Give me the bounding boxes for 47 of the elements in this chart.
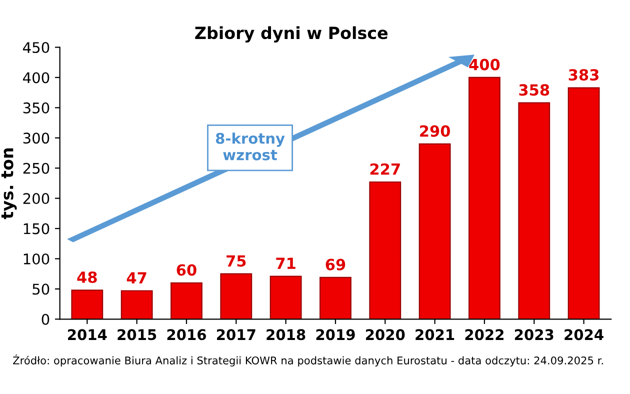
annotation: 8-krotny wzrost	[216, 132, 285, 160]
data-label: 290	[420, 125, 450, 137]
bar	[71, 290, 104, 320]
data-label: 69	[326, 258, 346, 270]
x-tick-label: 2015	[118, 329, 156, 340]
bar	[518, 102, 550, 320]
bar	[568, 87, 600, 320]
bar	[120, 290, 153, 320]
y-axis-title: tys. ton	[1, 148, 17, 220]
y-tick-label: 50	[32, 284, 50, 295]
bar	[369, 181, 402, 320]
data-label: 400	[469, 58, 500, 70]
y-tick-label: 100	[24, 253, 50, 264]
bar	[320, 276, 352, 320]
y-tick-label: 250	[23, 162, 50, 174]
x-tick-label: 2018	[266, 329, 306, 340]
x-tick-label: 2016	[167, 329, 206, 340]
y-tick-label: 450	[23, 42, 50, 54]
x-tick-label: 2024	[564, 329, 604, 340]
y-tick-label: 350	[23, 102, 50, 114]
bar	[220, 273, 252, 320]
y-tick-label: 400	[23, 72, 50, 84]
x-tick-label: 2019	[316, 329, 355, 340]
data-label: 383	[568, 69, 599, 81]
x-tick-label: 2014	[68, 329, 107, 340]
y-tick-label: 0	[42, 314, 50, 325]
data-label: 48	[77, 271, 97, 284]
y-tick-label: 200	[23, 193, 50, 204]
x-tick-label: 2022	[465, 329, 504, 340]
data-label: 47	[126, 272, 146, 284]
bar	[468, 76, 500, 320]
bar	[418, 143, 451, 320]
bar	[270, 276, 302, 320]
data-label: 358	[519, 84, 550, 96]
data-label: 227	[370, 163, 400, 175]
x-tick-label: 2023	[514, 329, 554, 340]
x-tick-label: 2020	[366, 329, 405, 340]
x-tick-label: 2017	[217, 329, 256, 340]
data-label: 75	[226, 255, 246, 267]
x-tick-label: 2021	[416, 329, 454, 340]
chart-title: Zbiory dyni w Polsce	[195, 26, 388, 43]
data-label: 60	[176, 264, 196, 276]
bar	[170, 282, 202, 320]
y-tick-label: 300	[23, 132, 50, 144]
text: Źródło: opracowanie Biura Analiz i Strategii KOWR na podstawie danych Eurostatu - data odczytu: 24.09.2025 r.	[13, 354, 603, 366]
y-tick-label: 150	[24, 223, 50, 234]
data-label: 71	[276, 258, 296, 269]
